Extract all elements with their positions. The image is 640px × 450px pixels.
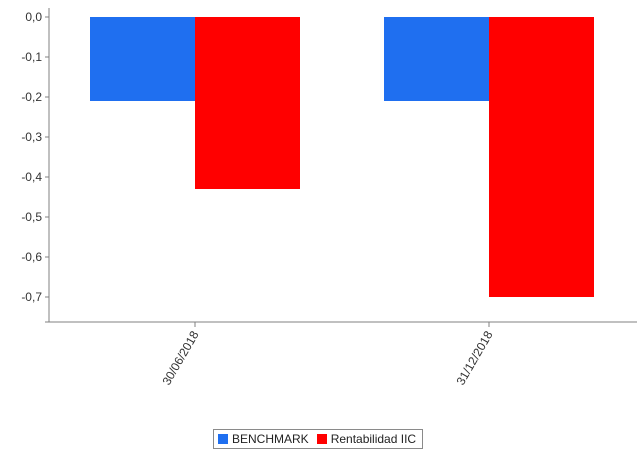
bar-rentabilidad-iic-1 — [195, 17, 300, 189]
y-tick-label: -0,3 — [21, 130, 42, 144]
bar-rentabilidad-iic-2 — [489, 17, 594, 297]
legend-swatch-benchmark — [218, 434, 228, 444]
x-tick-label: 30/06/2018 — [159, 328, 201, 387]
legend-item-benchmark: BENCHMARK — [218, 432, 309, 446]
y-tick-label: -0,6 — [21, 250, 42, 264]
labels: 30/06/2018 31/12/2018 — [159, 322, 496, 388]
y-tick-label: -0,4 — [21, 170, 42, 184]
legend: BENCHMARK Rentabilidad IIC — [213, 429, 424, 449]
legend-swatch-rentabilidad-iic — [316, 434, 327, 444]
legend-label-benchmark: BENCHMARK — [232, 432, 309, 446]
bar-benchmark-2 — [384, 17, 489, 101]
y-tick-label: -0,1 — [21, 50, 42, 64]
bar-benchmark-1 — [90, 17, 195, 101]
legend-label-rentabilidad-iic: Rentabilidad IIC — [330, 432, 417, 446]
y-tick-label: -0,2 — [21, 90, 42, 104]
bars — [90, 17, 594, 297]
y-tick-label: 0,0 — [25, 10, 42, 24]
y-tick-label: -0,7 — [21, 290, 42, 304]
y-axis: 0,0 -0,1 -0,2 -0,3 -0,4 -0,5 -0,6 -0,7 — [21, 8, 50, 322]
y-tick-label: -0,5 — [21, 210, 42, 224]
legend-item-rentabilidad-iic: Rentabilidad IIC — [316, 432, 417, 446]
x-tick-label: 31/12/2018 — [453, 328, 495, 387]
